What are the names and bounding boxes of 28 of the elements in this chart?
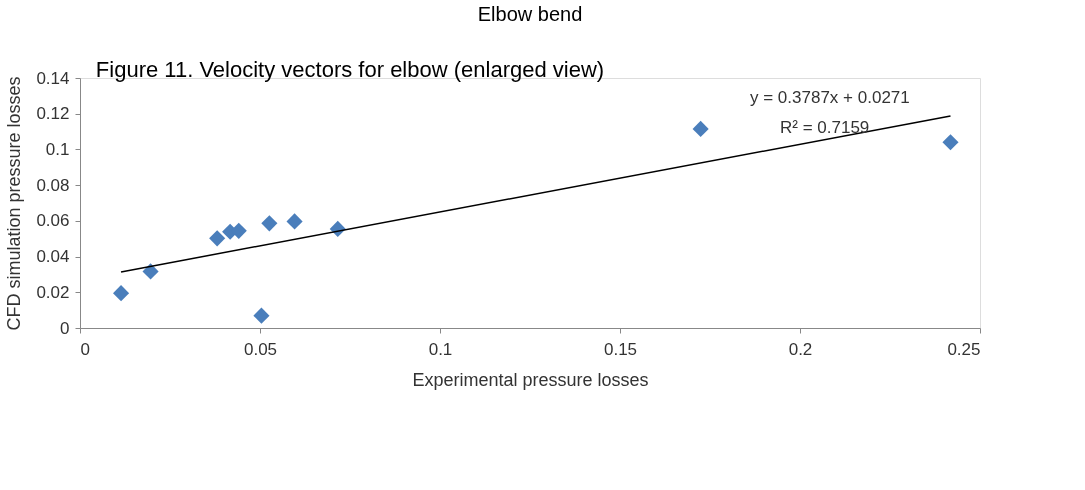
- point: [261, 215, 278, 232]
- x-tick-label: 0.25: [947, 339, 981, 359]
- x-tick-label: 0.15: [603, 339, 638, 359]
- y-tick-label: 0.08: [36, 175, 70, 195]
- y-tick-label: 0.06: [36, 211, 70, 231]
- y-tick-label: 0.02: [36, 282, 70, 302]
- chart-title: Elbow bend: [477, 3, 583, 25]
- y-tick-label: 0.04: [36, 247, 70, 267]
- x-tick-label: 0.2: [788, 339, 813, 359]
- x-axis-title: Experimental pressure losses: [412, 369, 649, 390]
- point: [253, 307, 270, 324]
- point: [142, 263, 159, 280]
- y-tick-label: 0.1: [45, 139, 70, 159]
- y-axis-title: CFD simulation pressure losses: [4, 76, 25, 331]
- y-tick-label: 0.12: [36, 104, 70, 124]
- x-tick-label: 0.05: [243, 339, 278, 359]
- annotation: Figure 11. Velocity vectors for elbow (enlarged view): [95, 57, 605, 82]
- point: [942, 134, 959, 151]
- annotation: y = 0.3787x + 0.0271: [750, 88, 910, 107]
- point: [286, 213, 303, 230]
- point: [112, 285, 130, 302]
- point: [692, 120, 709, 137]
- y-tick-label: 0.14: [36, 68, 70, 88]
- annotation: R² = 0.7159: [780, 118, 870, 137]
- point: [209, 230, 226, 247]
- x-tick-label: 0: [80, 339, 90, 359]
- y-tick-label: 0: [60, 318, 70, 338]
- x-tick-label: 0.1: [428, 339, 453, 359]
